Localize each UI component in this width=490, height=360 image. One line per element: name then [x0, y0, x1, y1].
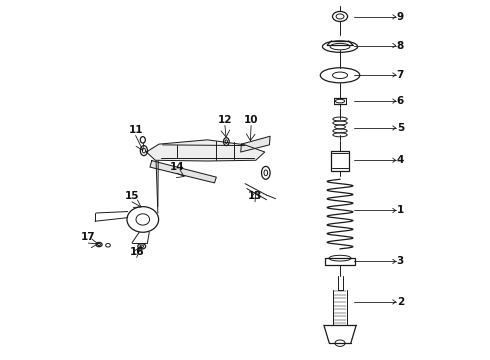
Text: 16: 16: [129, 247, 144, 257]
Polygon shape: [150, 161, 216, 183]
Polygon shape: [241, 136, 270, 152]
Text: 12: 12: [218, 115, 232, 125]
Text: 1: 1: [397, 206, 404, 216]
Text: 4: 4: [397, 155, 404, 165]
Text: 6: 6: [397, 96, 404, 106]
Text: 14: 14: [170, 162, 184, 172]
Text: 2: 2: [397, 297, 404, 307]
Text: 15: 15: [125, 191, 139, 201]
Text: 8: 8: [397, 41, 404, 50]
Polygon shape: [147, 140, 265, 161]
Text: 9: 9: [397, 12, 404, 22]
Text: 7: 7: [397, 70, 404, 80]
Text: 13: 13: [248, 191, 262, 201]
Text: 10: 10: [244, 115, 258, 125]
Text: 17: 17: [81, 232, 96, 242]
Text: 3: 3: [397, 256, 404, 266]
Text: 11: 11: [128, 125, 143, 135]
Text: 5: 5: [397, 123, 404, 133]
